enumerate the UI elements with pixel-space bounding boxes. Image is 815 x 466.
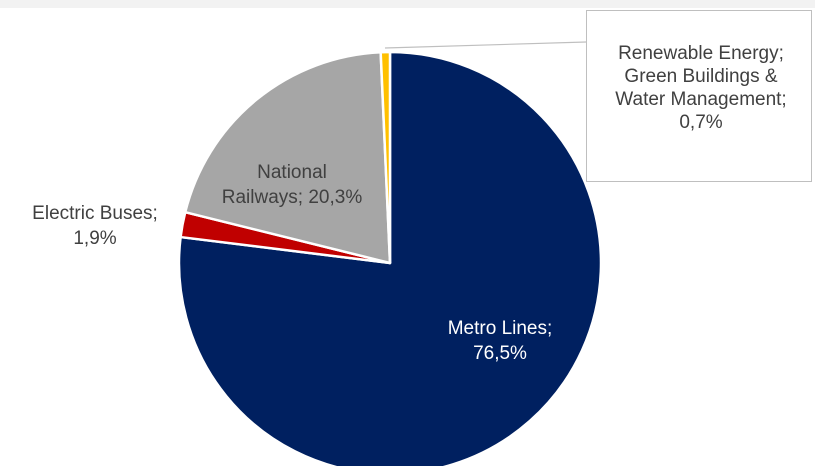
pie-labels: Metro Lines; 76,5% Electric Buses; 1,9% Nati… xyxy=(32,43,787,364)
label-renewable-energy: Renewable Energy; Green Buildings & Water … xyxy=(615,43,786,133)
slice-metro-lines xyxy=(177,50,603,466)
slice-national-railways xyxy=(183,50,392,265)
top-strip xyxy=(0,0,815,8)
label-renewable-energy-line: Green Buildings & xyxy=(624,66,777,87)
callout-box-renewable xyxy=(586,10,812,182)
label-national-railways-line: Railways; 20,3% xyxy=(222,187,363,208)
label-national-railways-line: National xyxy=(257,162,327,183)
label-renewable-energy-line: Water Management; xyxy=(615,89,786,110)
label-electric-buses: Electric Buses; 1,9% xyxy=(32,203,158,249)
callout-leader-line xyxy=(384,41,587,49)
label-national-railways: National Railways; 20,3% xyxy=(222,162,363,208)
slice-renewable-energy xyxy=(379,50,392,265)
label-electric-buses-line: 1,9% xyxy=(73,228,116,249)
pie-slices xyxy=(177,50,603,466)
label-renewable-energy-line: 0,7% xyxy=(679,112,722,133)
label-renewable-energy-line: Renewable Energy; xyxy=(618,43,784,64)
label-metro-lines: Metro Lines; 76,5% xyxy=(448,318,553,364)
label-electric-buses-line: Electric Buses; xyxy=(32,203,158,224)
label-metro-lines-line: Metro Lines; xyxy=(448,318,553,339)
label-metro-lines-line: 76,5% xyxy=(473,343,527,364)
